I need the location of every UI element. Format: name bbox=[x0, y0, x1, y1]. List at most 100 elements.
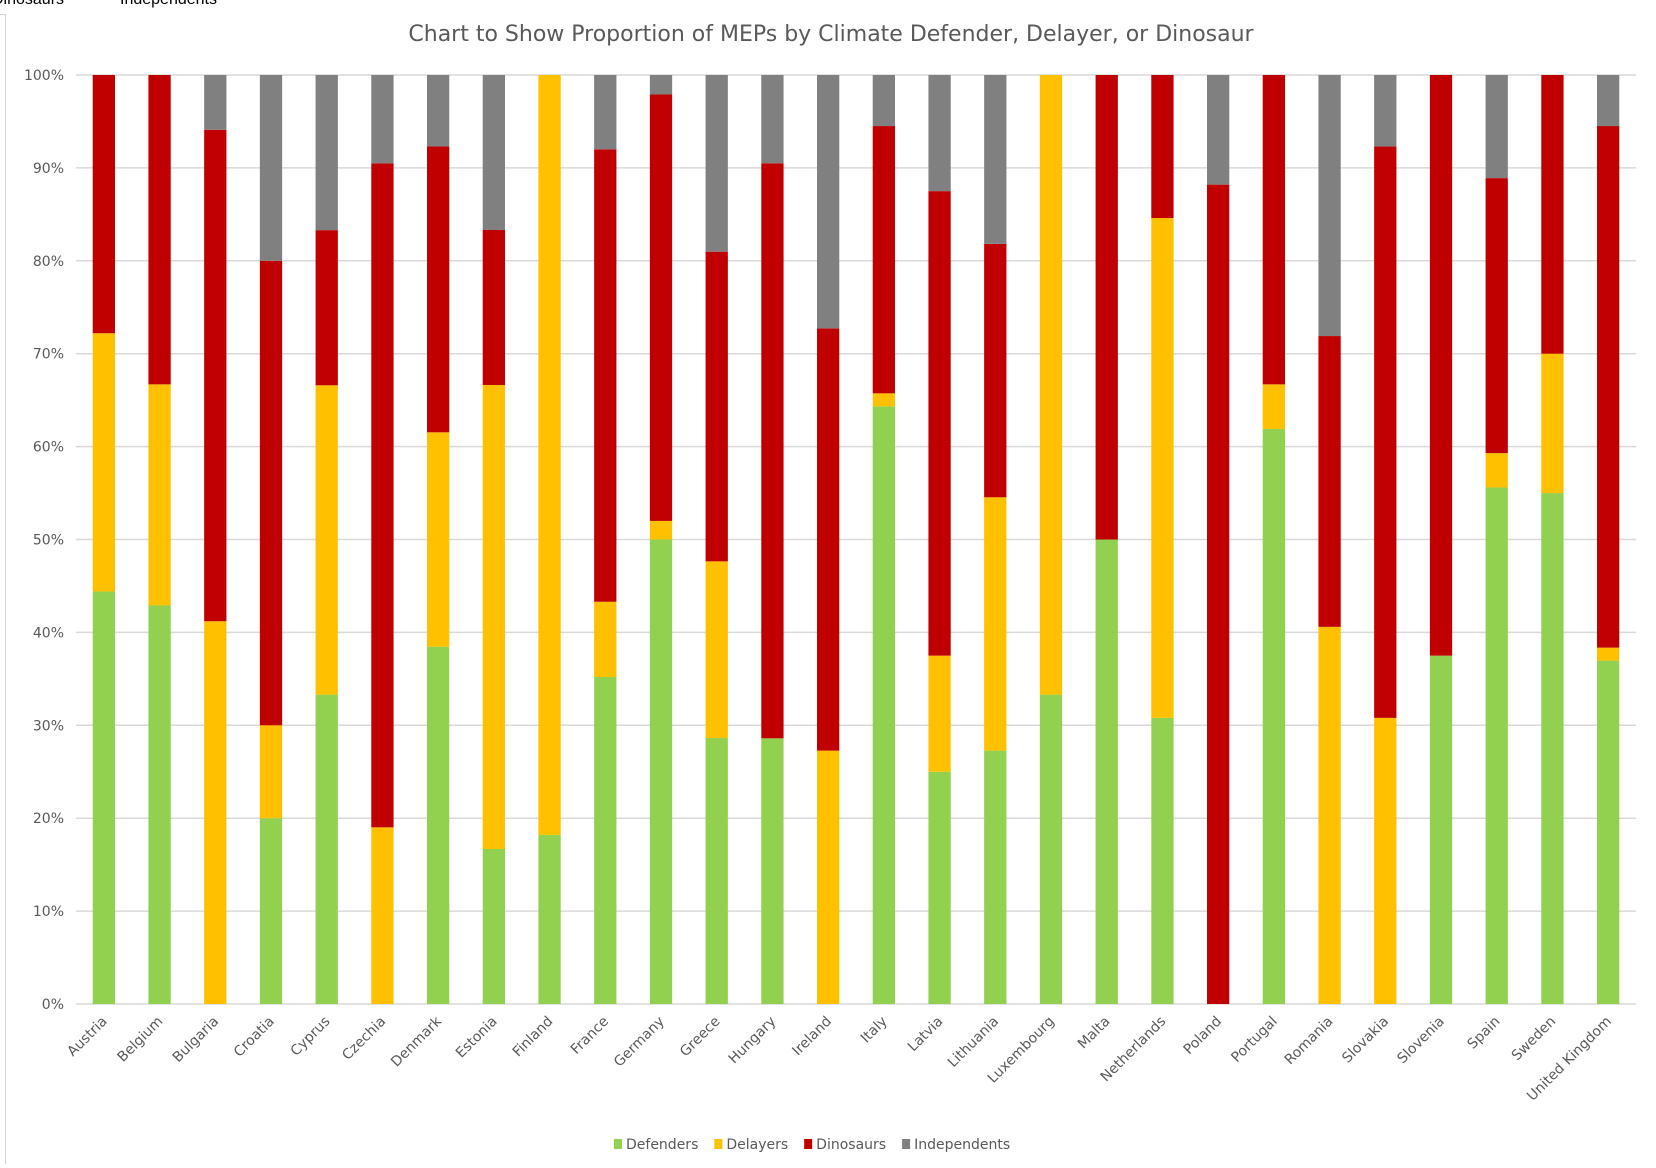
bar-segment-dinosaurs[interactable] bbox=[92, 75, 115, 334]
bar-stack-slovenia[interactable] bbox=[1429, 75, 1453, 1004]
bar-segment-dinosaurs[interactable] bbox=[371, 163, 394, 828]
bar-segment-defenders[interactable] bbox=[594, 676, 617, 1004]
spreadsheet-cell[interactable]: Dinosaurs bbox=[0, 0, 64, 9]
bar-segment-defenders[interactable] bbox=[1039, 694, 1063, 1004]
bar-segment-dinosaurs[interactable] bbox=[872, 126, 895, 394]
bar-segment-delayers[interactable] bbox=[371, 827, 394, 1004]
bar-segment-delayers[interactable] bbox=[594, 601, 617, 677]
bar-stack-france[interactable] bbox=[594, 75, 617, 1004]
bar-segment-dinosaurs[interactable] bbox=[1429, 75, 1453, 656]
bar-segment-delayers[interactable] bbox=[1262, 384, 1285, 429]
bar-segment-dinosaurs[interactable] bbox=[705, 251, 728, 562]
bar-segment-dinosaurs[interactable] bbox=[1262, 75, 1285, 385]
bar-stack-ireland[interactable] bbox=[817, 75, 840, 1004]
legend-item-dinosaurs[interactable]: Dinosaurs bbox=[804, 1137, 886, 1153]
bar-stack-estonia[interactable] bbox=[482, 75, 505, 1004]
bar-stack-denmark[interactable] bbox=[427, 75, 450, 1004]
bar-segment-dinosaurs[interactable] bbox=[928, 191, 951, 656]
bar-segment-defenders[interactable] bbox=[1597, 660, 1620, 1004]
bar-segment-defenders[interactable] bbox=[1262, 428, 1285, 1005]
bar-segment-independents[interactable] bbox=[1207, 75, 1230, 185]
bar-segment-independents[interactable] bbox=[594, 75, 617, 150]
bar-segment-defenders[interactable] bbox=[1485, 487, 1508, 1004]
bar-segment-defenders[interactable] bbox=[761, 738, 784, 1004]
bar-stack-finland[interactable] bbox=[538, 75, 561, 1004]
bar-stack-netherlands[interactable] bbox=[1151, 75, 1174, 1004]
bar-stack-lithuania[interactable] bbox=[984, 75, 1007, 1004]
bar-segment-defenders[interactable] bbox=[872, 406, 895, 1005]
bar-segment-delayers[interactable] bbox=[1597, 647, 1620, 661]
bar-stack-cyprus[interactable] bbox=[315, 75, 338, 1004]
bar-segment-dinosaurs[interactable] bbox=[817, 328, 840, 751]
bar-segment-delayers[interactable] bbox=[984, 497, 1007, 751]
bar-segment-dinosaurs[interactable] bbox=[204, 129, 227, 622]
bar-segment-delayers[interactable] bbox=[92, 333, 115, 592]
bar-segment-delayers[interactable] bbox=[705, 561, 728, 739]
bar-segment-defenders[interactable] bbox=[984, 750, 1007, 1004]
bar-stack-italy[interactable] bbox=[872, 75, 895, 1005]
bar-segment-defenders[interactable] bbox=[705, 738, 728, 1004]
bar-stack-portugal[interactable] bbox=[1262, 75, 1285, 1005]
bar-segment-delayers[interactable] bbox=[315, 385, 338, 695]
bar-stack-malta[interactable] bbox=[1095, 75, 1118, 1005]
bar-segment-dinosaurs[interactable] bbox=[594, 149, 617, 602]
bar-segment-defenders[interactable] bbox=[1095, 539, 1118, 1005]
bar-segment-dinosaurs[interactable] bbox=[427, 146, 450, 433]
bar-stack-bulgaria[interactable] bbox=[204, 75, 227, 1004]
bar-segment-defenders[interactable] bbox=[148, 605, 171, 1004]
bar-segment-dinosaurs[interactable] bbox=[1095, 75, 1118, 540]
bar-stack-romania[interactable] bbox=[1318, 75, 1341, 1004]
bar-segment-dinosaurs[interactable] bbox=[1541, 75, 1564, 354]
bar-segment-dinosaurs[interactable] bbox=[259, 260, 283, 726]
bar-segment-delayers[interactable] bbox=[1541, 353, 1564, 494]
chart-container[interactable]: Chart to Show Proportion of MEPs by Clim… bbox=[6, 14, 1656, 1164]
bar-segment-delayers[interactable] bbox=[482, 384, 505, 850]
bar-segment-independents[interactable] bbox=[482, 75, 505, 230]
bar-stack-united-kingdom[interactable] bbox=[1597, 75, 1620, 1004]
bar-segment-delayers[interactable] bbox=[148, 384, 171, 606]
bar-segment-delayers[interactable] bbox=[538, 75, 561, 835]
bar-segment-dinosaurs[interactable] bbox=[148, 75, 171, 385]
bar-segment-defenders[interactable] bbox=[1429, 655, 1453, 1004]
bar-segment-dinosaurs[interactable] bbox=[1374, 146, 1397, 718]
bar-segment-defenders[interactable] bbox=[928, 771, 951, 1004]
bar-segment-independents[interactable] bbox=[761, 75, 784, 164]
spreadsheet-cell[interactable]: Independents bbox=[120, 0, 217, 9]
legend-item-delayers[interactable]: Delayers bbox=[714, 1137, 788, 1153]
bar-segment-independents[interactable] bbox=[705, 75, 728, 252]
bar-segment-dinosaurs[interactable] bbox=[315, 230, 338, 386]
bar-segment-delayers[interactable] bbox=[259, 725, 283, 819]
bar-segment-independents[interactable] bbox=[204, 75, 227, 130]
bar-segment-defenders[interactable] bbox=[427, 646, 450, 1004]
legend-item-defenders[interactable]: Defenders bbox=[614, 1137, 698, 1153]
bar-stack-croatia[interactable] bbox=[259, 75, 283, 1004]
bar-segment-delayers[interactable] bbox=[427, 432, 450, 647]
bar-segment-defenders[interactable] bbox=[649, 539, 673, 1005]
bar-segment-delayers[interactable] bbox=[1151, 218, 1174, 718]
bar-segment-dinosaurs[interactable] bbox=[761, 163, 784, 739]
bar-segment-dinosaurs[interactable] bbox=[984, 243, 1007, 498]
bar-stack-germany[interactable] bbox=[649, 75, 673, 1005]
bar-segment-dinosaurs[interactable] bbox=[1318, 336, 1341, 627]
bar-stack-slovakia[interactable] bbox=[1374, 75, 1397, 1004]
bar-segment-independents[interactable] bbox=[649, 75, 673, 95]
bar-stack-greece[interactable] bbox=[705, 75, 728, 1004]
bar-segment-independents[interactable] bbox=[259, 75, 283, 261]
bar-segment-delayers[interactable] bbox=[1485, 453, 1508, 488]
bar-stack-belgium[interactable] bbox=[148, 75, 171, 1004]
bar-segment-dinosaurs[interactable] bbox=[482, 229, 505, 385]
bar-segment-independents[interactable] bbox=[928, 75, 951, 192]
bar-segment-independents[interactable] bbox=[1318, 75, 1341, 337]
bar-segment-independents[interactable] bbox=[817, 75, 840, 329]
bar-segment-delayers[interactable] bbox=[1318, 626, 1341, 1004]
bar-segment-independents[interactable] bbox=[872, 75, 895, 127]
bar-stack-austria[interactable] bbox=[92, 75, 115, 1004]
bar-stack-sweden[interactable] bbox=[1541, 75, 1564, 1004]
bar-stack-luxembourg[interactable] bbox=[1039, 75, 1063, 1004]
bar-segment-delayers[interactable] bbox=[817, 750, 840, 1004]
bar-segment-defenders[interactable] bbox=[538, 834, 561, 1004]
bar-stack-hungary[interactable] bbox=[761, 75, 784, 1004]
bar-stack-czechia[interactable] bbox=[371, 75, 394, 1004]
bar-segment-dinosaurs[interactable] bbox=[1207, 184, 1230, 1004]
bar-segment-defenders[interactable] bbox=[92, 591, 115, 1004]
